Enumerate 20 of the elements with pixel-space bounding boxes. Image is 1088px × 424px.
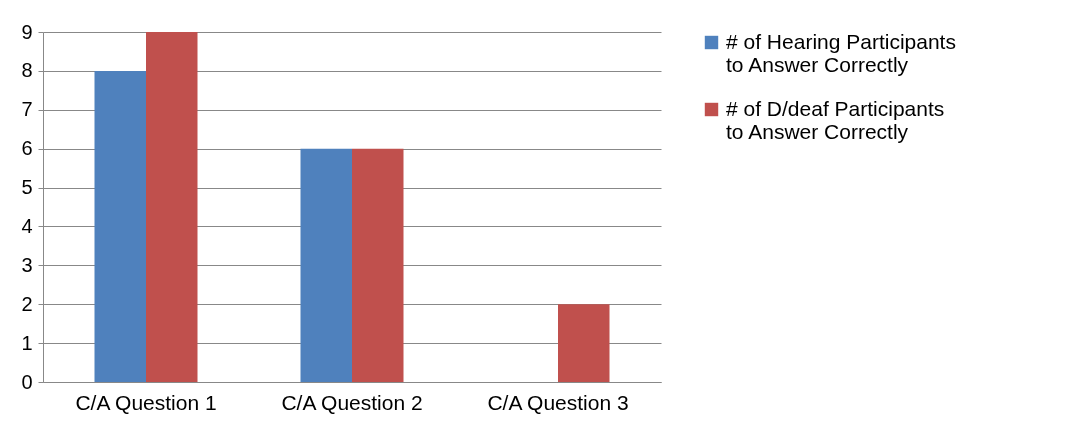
legend-label: # of D/deaf Participants to Answer Correctly [726, 96, 945, 143]
y-tick-label: 3 [21, 253, 33, 276]
y-tick-label: 0 [21, 370, 33, 393]
y-tick-label: 8 [21, 59, 33, 82]
bar [146, 32, 198, 382]
legend-label: # of Hearing Participants to Answer Correctly [726, 29, 956, 76]
x-tick-label: C/A Question 2 [281, 390, 423, 414]
bar [300, 148, 352, 382]
bar [558, 304, 610, 382]
x-tick-label: C/A Question 3 [487, 390, 629, 414]
y-tick-label: 1 [21, 331, 33, 354]
x-tick-label: C/A Question 1 [75, 390, 217, 414]
y-tick-label: 7 [21, 98, 33, 121]
y-tick-label: 4 [21, 214, 33, 237]
y-tick-label: 2 [21, 292, 33, 315]
y-tick-label: 5 [21, 176, 33, 199]
bar [94, 70, 146, 382]
bar [352, 148, 404, 382]
y-tick-label: 6 [21, 137, 33, 160]
y-tick-label: 9 [21, 20, 33, 43]
